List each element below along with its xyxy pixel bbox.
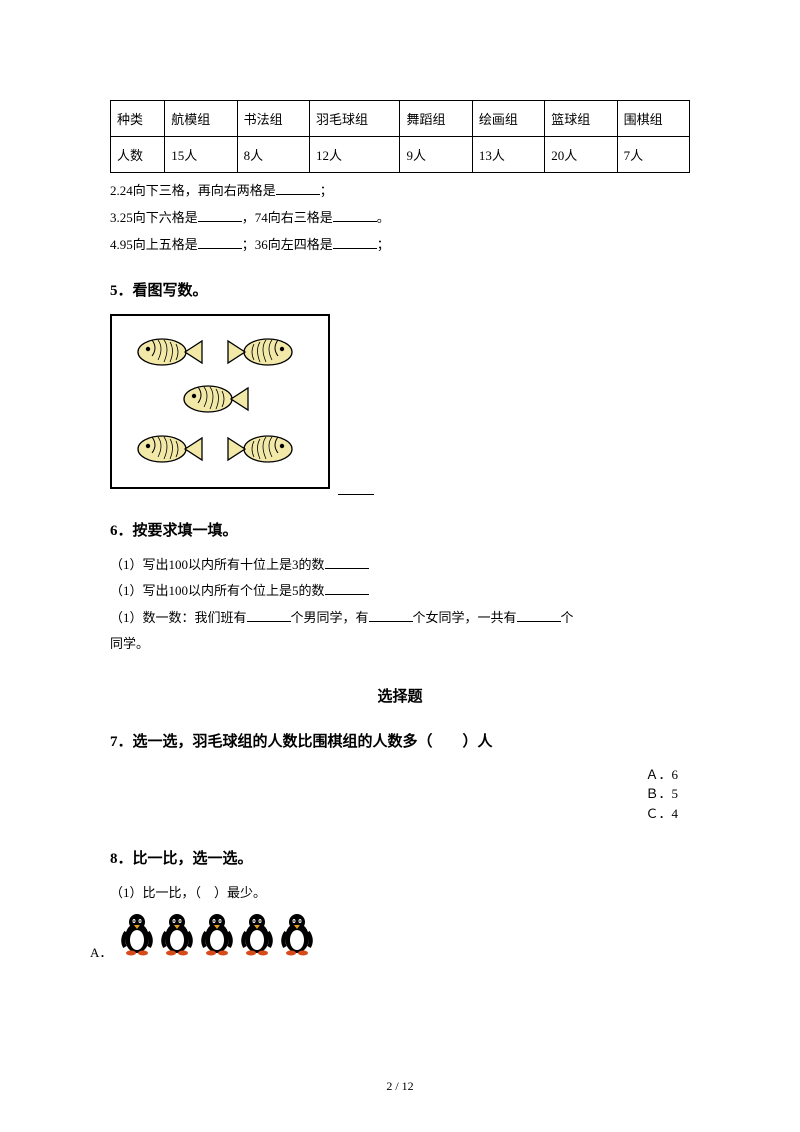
penguin-icon [280, 912, 314, 961]
table-row: 人数 15人 8人 12人 9人 13人 20人 7人 [111, 137, 690, 173]
q6-title: 6．按要求填一填。 [110, 519, 690, 540]
fish-icon [224, 431, 296, 467]
table-row: 种类 航模组 书法组 羽毛球组 舞蹈组 绘画组 篮球组 围棋组 [111, 101, 690, 137]
blank [276, 181, 320, 195]
td: 13人 [472, 137, 544, 173]
text: ，74向右三格是 [242, 210, 333, 225]
th: 航模组 [165, 101, 237, 137]
choice-section-title: 选择题 [110, 685, 690, 706]
td: 8人 [237, 137, 309, 173]
q8-title: 8．比一比，选一选。 [110, 847, 690, 868]
question-4: 4.95向上五格是 ；36向左四格是 ； [110, 235, 690, 256]
text: ； [377, 237, 390, 252]
penguin-icon [160, 912, 194, 961]
choice-c: Ｃ．4 [110, 804, 678, 824]
text: 3.25向下六格是 [110, 210, 198, 225]
text: （1）写出100以内所有个位上是5的数 [110, 583, 325, 598]
penguin-row: A． [110, 912, 690, 961]
category-table: 种类 航模组 书法组 羽毛球组 舞蹈组 绘画组 篮球组 围棋组 人数 15人 8… [110, 100, 690, 173]
blank [338, 481, 374, 495]
blank [325, 555, 369, 569]
th: 种类 [111, 101, 165, 137]
td: 15人 [165, 137, 237, 173]
text: ； [320, 183, 333, 198]
text: ；36向左四格是 [242, 237, 333, 252]
blank [325, 581, 369, 595]
blank [198, 235, 242, 249]
question-3: 3.25向下六格是 ，74向右三格是 。 [110, 208, 690, 229]
question-2: 2.24向下三格，再向右两格是 ； [110, 181, 690, 202]
td: 人数 [111, 137, 165, 173]
th: 绘画组 [472, 101, 544, 137]
fish-figure [110, 314, 330, 489]
td: 12人 [310, 137, 400, 173]
blank [369, 608, 413, 622]
text: 2.24向下三格，再向右两格是 [110, 183, 276, 198]
blank [333, 235, 377, 249]
th: 篮球组 [545, 101, 617, 137]
text: （1）写出100以内所有十位上是3的数 [110, 557, 325, 572]
fish-icon [134, 431, 206, 467]
text: 个女同学，一共有 [413, 610, 517, 625]
td: 7人 [617, 137, 689, 173]
blank [333, 208, 377, 222]
blank [198, 208, 242, 222]
q6-2: （1）写出100以内所有个位上是5的数 [110, 580, 690, 602]
fish-icon [180, 381, 252, 417]
fish-icon [134, 334, 206, 370]
q7-choices: Ａ．6 Ｂ．5 Ｃ．4 [110, 765, 690, 824]
td: 20人 [545, 137, 617, 173]
q5-title: 5．看图写数。 [110, 279, 690, 300]
q6-3b: 同学。 [110, 633, 690, 655]
option-label: A． [90, 942, 110, 961]
text: 4.95向上五格是 [110, 237, 198, 252]
page-number: 2 / 12 [0, 1079, 800, 1094]
text: 个 [561, 610, 574, 625]
penguin-icon [120, 912, 154, 961]
blank [517, 608, 561, 622]
q7-title: 7．选一选，羽毛球组的人数比围棋组的人数多（ ）人 [110, 730, 690, 751]
text: 个男同学，有 [291, 610, 369, 625]
td: 9人 [400, 137, 472, 173]
choice-b: Ｂ．5 [110, 784, 678, 804]
blank [247, 608, 291, 622]
penguin-icon [240, 912, 274, 961]
th: 书法组 [237, 101, 309, 137]
choice-a: Ａ．6 [110, 765, 678, 785]
th: 舞蹈组 [400, 101, 472, 137]
q6-1: （1）写出100以内所有十位上是3的数 [110, 554, 690, 576]
text: （1）数一数：我们班有 [110, 610, 247, 625]
q6-3: （1）数一数：我们班有 个男同学，有 个女同学，一共有 个 [110, 607, 690, 629]
fish-icon [224, 334, 296, 370]
th: 羽毛球组 [310, 101, 400, 137]
penguin-icon [200, 912, 234, 961]
th: 围棋组 [617, 101, 689, 137]
q8-1: （1）比一比，（ ）最少。 [110, 882, 690, 904]
text: 。 [377, 210, 390, 225]
